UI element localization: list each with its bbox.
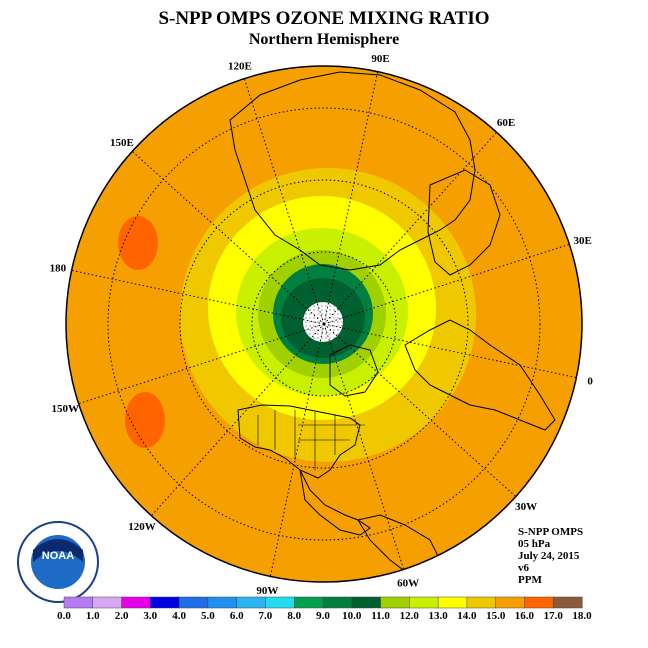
logo-bird-shape (33, 539, 83, 562)
latitude-circle-60 (251, 251, 397, 397)
meridians (71, 71, 577, 577)
map-border (65, 65, 583, 583)
map-subtitle: Northern Hemisphere (248, 31, 400, 48)
info-instrument: S-NPP OMPS (518, 526, 584, 538)
longitude-label: 150W (52, 403, 80, 415)
greenland-outline (329, 344, 379, 397)
meridian-line (269, 323, 325, 577)
europe-africa-outline (404, 319, 556, 431)
longitude-label: 60E (497, 117, 515, 129)
meridian-line (323, 131, 498, 325)
coastlines (229, 71, 556, 582)
pole-no-data-area (303, 302, 343, 342)
us-state-lines (257, 410, 365, 470)
info-pressure: 05 hPa (518, 538, 551, 550)
ozone-patch-15-16-west (118, 216, 158, 270)
graticule (71, 71, 577, 577)
ozone-patch-15-16-southwest (125, 392, 165, 448)
meridian-line (323, 323, 405, 570)
latitude-circle-30 (179, 179, 469, 469)
map-info-block: S-NPP OMPS 05 hPa July 24, 2015 v6 PPM (518, 526, 583, 586)
longitude-label: 120E (228, 60, 252, 72)
meridian-line (131, 150, 325, 325)
asia-outline (229, 71, 476, 271)
longitude-label: 30E (574, 235, 592, 247)
longitude-label: 90W (256, 585, 278, 597)
meridian-line (323, 71, 379, 325)
logo-text: NOAA (42, 550, 74, 562)
map-title: S-NPP OMPS OZONE MIXING RATIO (158, 8, 490, 29)
longitude-label: 90E (371, 53, 389, 65)
longitude-labels: 90E 60E 30E 0 30W 60W 90W 120W 150W 180 150E 120E (50, 53, 594, 597)
longitude-label: 60W (397, 578, 419, 590)
meridian-line (323, 323, 577, 379)
central-america-outline (299, 469, 371, 536)
south-america-outline (357, 514, 446, 582)
info-date: July 24, 2015 (518, 550, 580, 562)
meridian-line (323, 323, 517, 498)
arabia-india-outline (427, 169, 501, 276)
meridian-line (243, 78, 325, 325)
meridian-line (78, 323, 325, 405)
longitude-label: 180 (50, 262, 67, 274)
longitude-label: 30W (515, 501, 537, 513)
meridian-line (150, 323, 325, 517)
info-version: v6 (518, 562, 529, 574)
ozone-field (66, 66, 582, 582)
noaa-logo: NOAA (17, 521, 99, 603)
longitude-label: 120W (128, 521, 156, 533)
meridian-line (71, 269, 325, 325)
longitude-label: 150E (110, 137, 134, 149)
meridian-line (323, 243, 570, 325)
info-units: PPM (518, 574, 542, 586)
longitude-label: 0 (587, 376, 593, 388)
north-america-outline (237, 404, 361, 479)
latitude-circle-0 (107, 107, 541, 541)
